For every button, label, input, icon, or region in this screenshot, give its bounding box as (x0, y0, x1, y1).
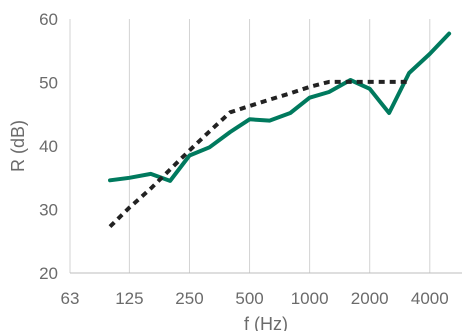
x-tick-label: 4000 (411, 289, 449, 308)
x-tick-label: 500 (235, 289, 263, 308)
grid (69, 19, 431, 273)
y-tick-label: 30 (39, 201, 58, 220)
series-line-dotted (108, 79, 410, 229)
y-tick-label: 60 (39, 10, 58, 29)
y-tick-label: 40 (39, 137, 58, 156)
x-tick-label: 2000 (351, 289, 389, 308)
y-axis-title: R (dB) (8, 120, 28, 172)
y-axis-ticks: 20 30 40 50 60 (39, 10, 58, 283)
x-tick-label: 125 (115, 289, 143, 308)
x-axis-ticks: 63 125 250 500 1000 2000 4000 (61, 289, 449, 308)
x-tick-label: 63 (61, 289, 80, 308)
series-layer (108, 31, 452, 229)
x-tick-label: 1000 (291, 289, 329, 308)
x-tick-label: 250 (175, 289, 203, 308)
x-axis-title: f (Hz) (244, 314, 288, 331)
y-tick-label: 20 (39, 264, 58, 283)
series-line-solid (108, 31, 452, 183)
y-tick-label: 50 (39, 74, 58, 93)
